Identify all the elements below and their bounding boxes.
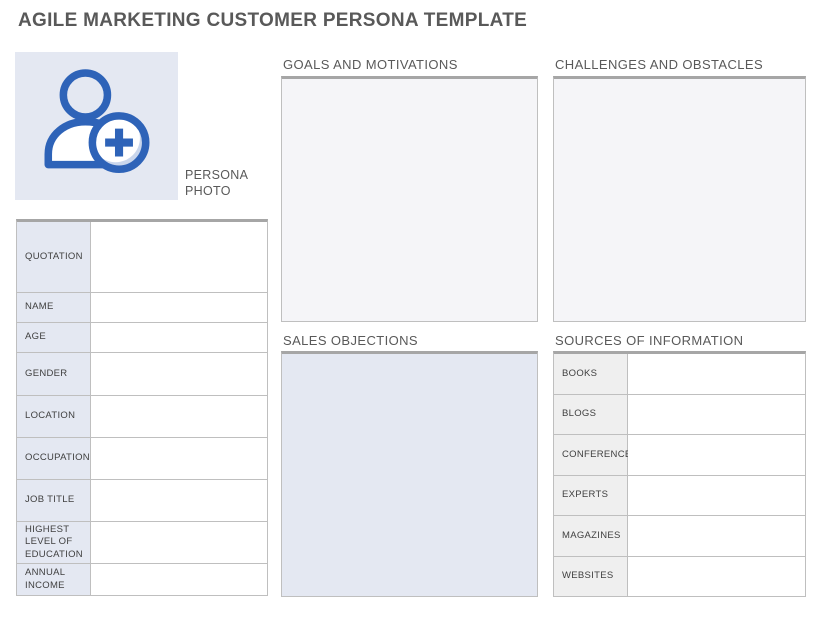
- table-row: LOCATION: [17, 396, 267, 438]
- profile-label-location: LOCATION: [17, 396, 91, 437]
- profile-value-occupation[interactable]: [91, 438, 267, 479]
- table-row: MAGAZINES: [554, 516, 805, 557]
- profile-value-gender[interactable]: [91, 353, 267, 395]
- section-title-goals: GOALS AND MOTIVATIONS: [283, 57, 458, 72]
- add-user-icon: [39, 66, 155, 187]
- sources-label-books: BOOKS: [554, 354, 628, 394]
- profile-value-location[interactable]: [91, 396, 267, 437]
- persona-photo-placeholder[interactable]: [15, 52, 178, 200]
- profile-value-job-title[interactable]: [91, 480, 267, 521]
- table-row: ANNUAL INCOME: [17, 564, 267, 595]
- profile-value-name[interactable]: [91, 293, 267, 322]
- sources-value-books[interactable]: [628, 354, 805, 394]
- table-row: OCCUPATION: [17, 438, 267, 480]
- sources-value-blogs[interactable]: [628, 394, 805, 434]
- profile-value-quotation[interactable]: [91, 222, 267, 292]
- sales-objections-content-area[interactable]: [281, 351, 538, 597]
- sources-label-experts: EXPERTS: [554, 475, 628, 515]
- goals-content-area[interactable]: [281, 76, 538, 322]
- profile-label-age: AGE: [17, 323, 91, 352]
- profile-label-gender: GENDER: [17, 353, 91, 395]
- profile-label-annual-income: ANNUAL INCOME: [17, 564, 91, 595]
- profile-label-job-title: JOB TITLE: [17, 480, 91, 521]
- sources-label-websites: WEBSITES: [554, 556, 628, 596]
- section-title-sources: SOURCES OF INFORMATION: [555, 333, 744, 348]
- profile-value-age[interactable]: [91, 323, 267, 352]
- table-row: EXPERTS: [554, 475, 805, 516]
- profile-label-quotation: QUOTATION: [17, 222, 91, 292]
- profile-label-occupation: OCCUPATION: [17, 438, 91, 479]
- challenges-content-area[interactable]: [553, 76, 806, 322]
- sources-value-experts[interactable]: [628, 475, 805, 515]
- page-title: AGILE MARKETING CUSTOMER PERSONA TEMPLAT…: [18, 10, 528, 31]
- table-row: GENDER: [17, 353, 267, 396]
- profile-label-education: HIGHEST LEVEL OF EDUCATION: [17, 522, 91, 563]
- sources-value-conferences[interactable]: [628, 435, 805, 475]
- section-title-challenges: CHALLENGES AND OBSTACLES: [555, 57, 764, 72]
- table-row: AGE: [17, 323, 267, 353]
- profile-table: QUOTATION NAME AGE GENDER LOCATION OCCUP…: [16, 219, 268, 596]
- table-row: BLOGS: [554, 394, 805, 435]
- sources-label-conferences: CONFERENCES: [554, 435, 638, 475]
- sources-label-blogs: BLOGS: [554, 394, 628, 434]
- profile-label-name: NAME: [17, 293, 91, 322]
- profile-value-education[interactable]: [91, 522, 267, 563]
- table-row: WEBSITES: [554, 556, 805, 596]
- table-row: QUOTATION: [17, 222, 267, 293]
- section-title-sales-objections: SALES OBJECTIONS: [283, 333, 418, 348]
- table-row: HIGHEST LEVEL OF EDUCATION: [17, 522, 267, 564]
- persona-photo-label: PERSONA PHOTO: [185, 168, 248, 198]
- sources-label-magazines: MAGAZINES: [554, 516, 628, 556]
- table-row: NAME: [17, 293, 267, 323]
- sources-value-websites[interactable]: [628, 556, 805, 596]
- table-row: BOOKS: [554, 354, 805, 395]
- table-row: CONFERENCES: [554, 435, 805, 476]
- sources-table: BOOKS BLOGS CONFERENCES EXPERTS MAGAZINE…: [553, 351, 806, 597]
- sources-value-magazines[interactable]: [628, 516, 805, 556]
- table-row: JOB TITLE: [17, 480, 267, 522]
- profile-value-annual-income[interactable]: [91, 564, 267, 595]
